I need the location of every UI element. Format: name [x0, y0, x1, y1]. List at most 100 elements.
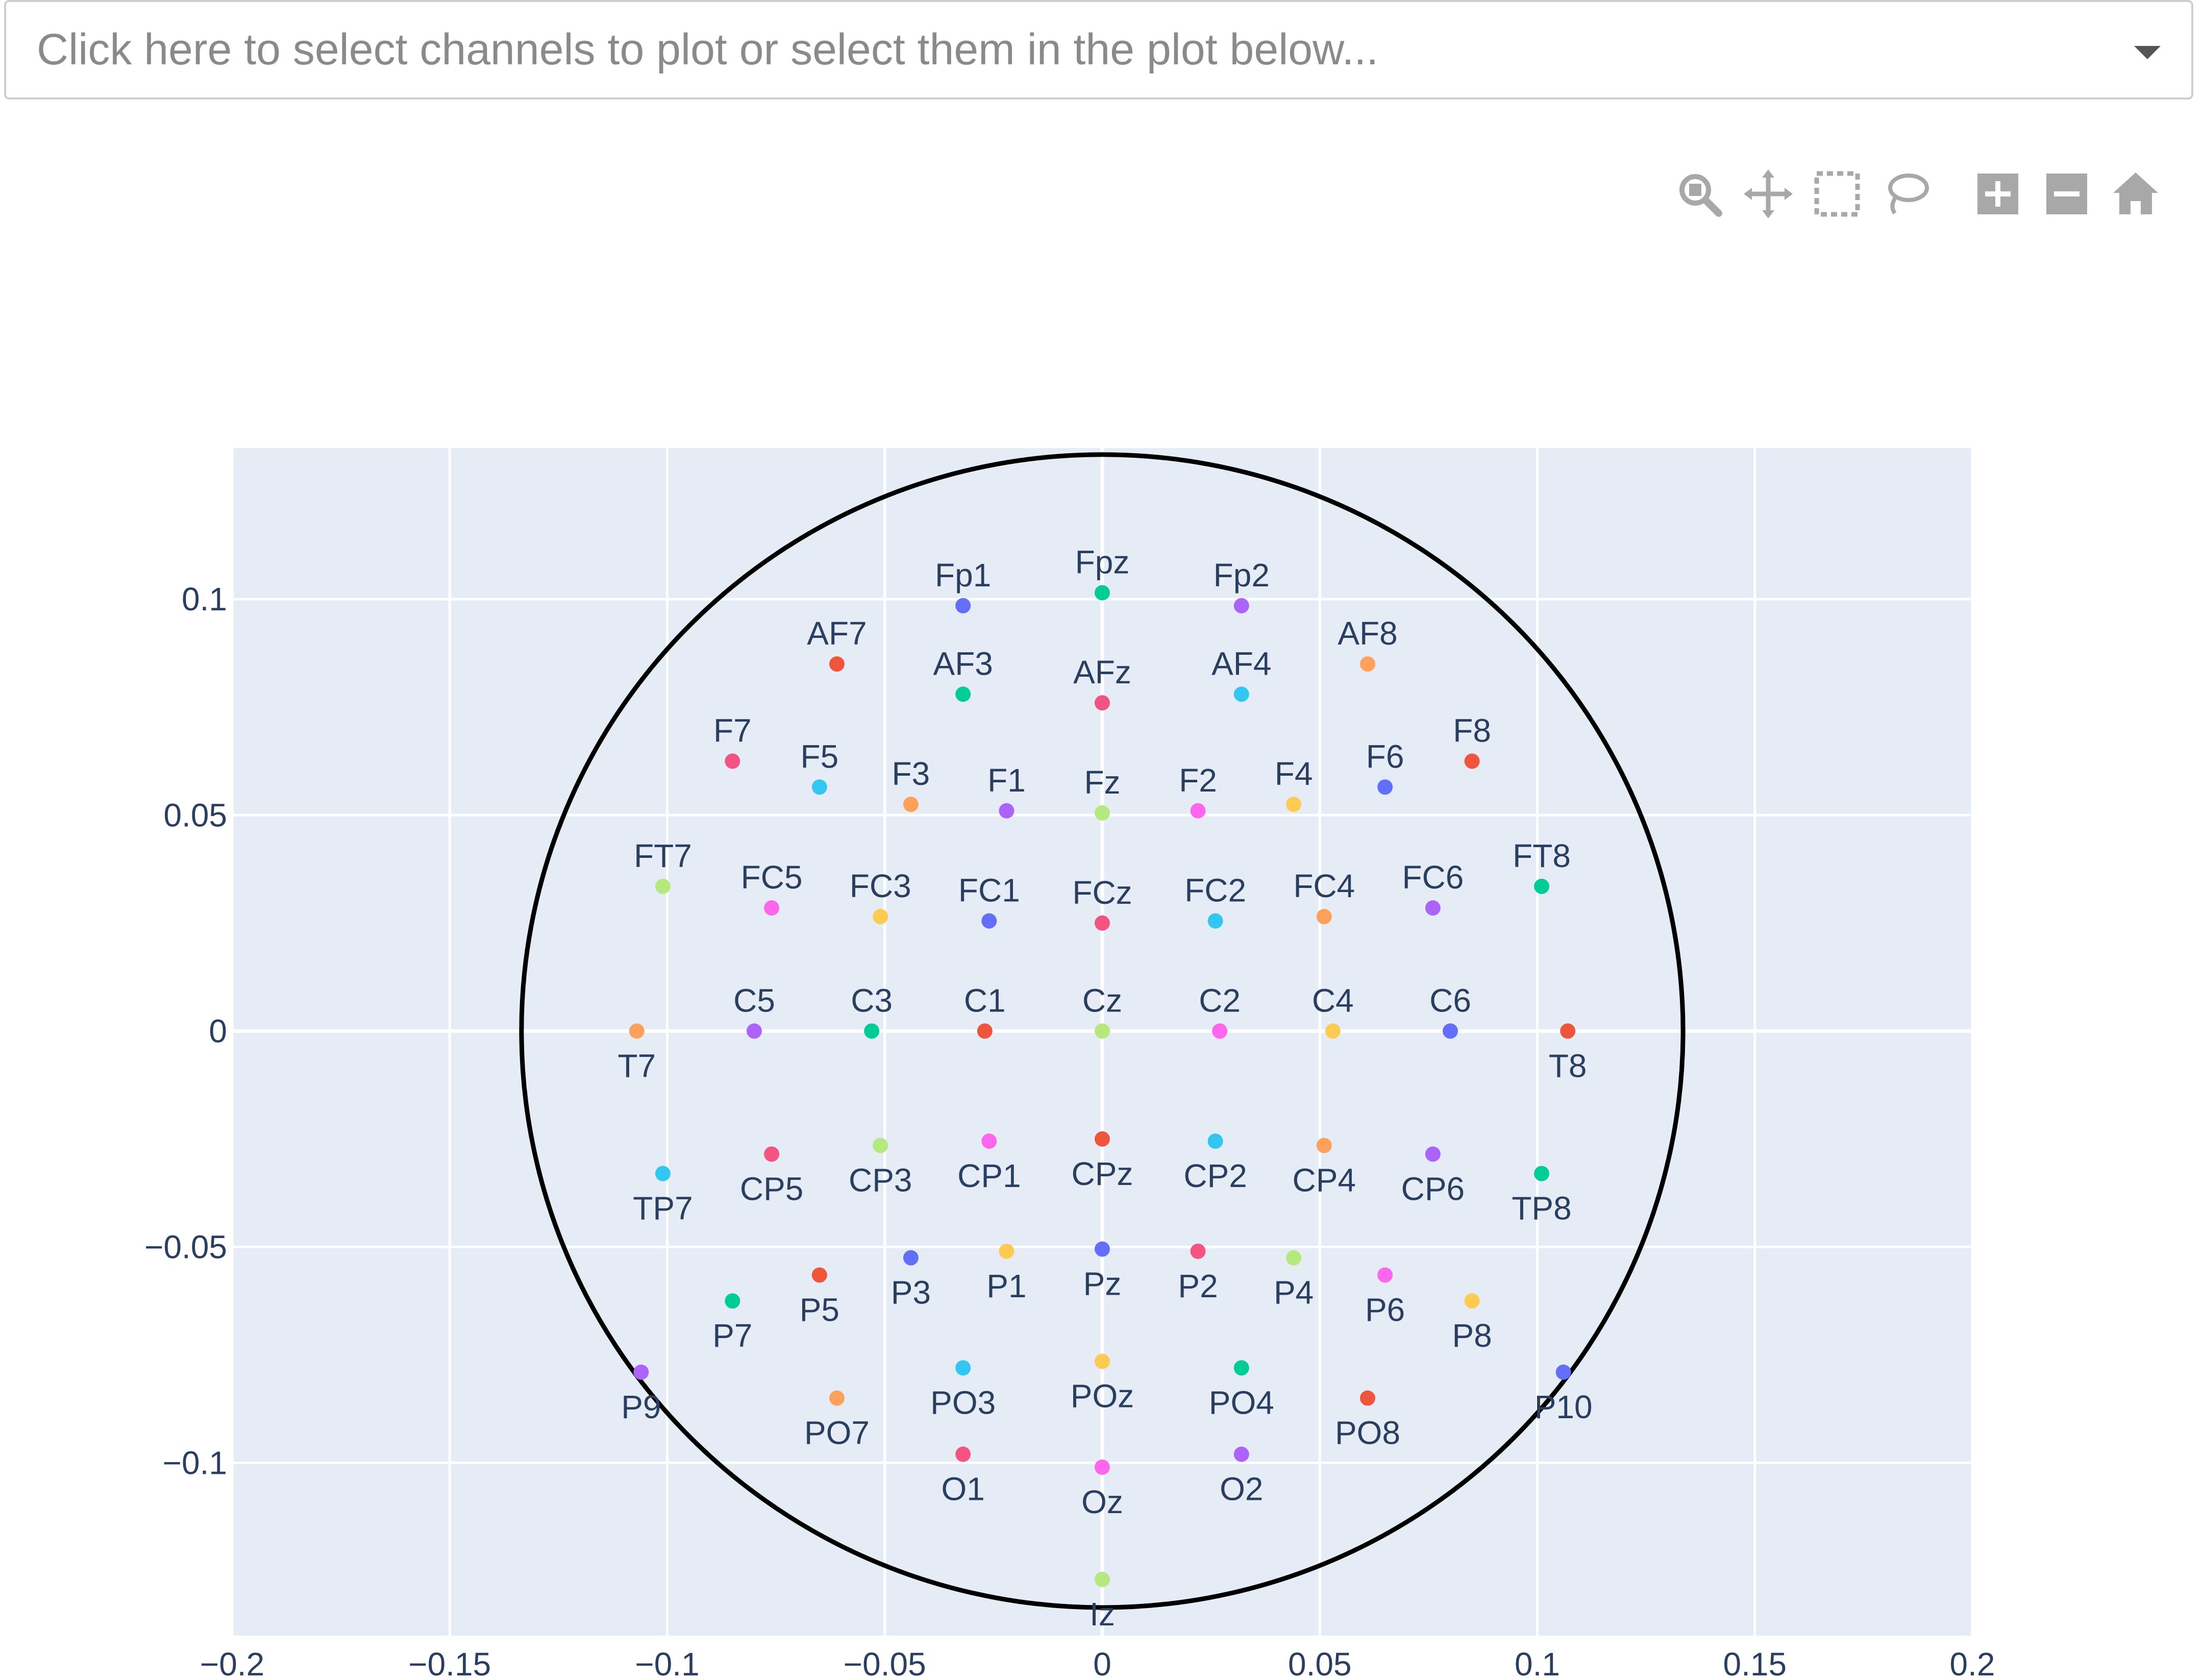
channel-label-ft7: FT7	[634, 837, 692, 874]
channel-marker-cpz	[1095, 1131, 1110, 1147]
channel-marker-p2	[1190, 1243, 1206, 1259]
channel-marker-tp8	[1534, 1166, 1550, 1181]
channel-label-cp6: CP6	[1401, 1171, 1465, 1207]
head-outline-circle	[519, 452, 1686, 1610]
channel-marker-c5	[747, 1023, 762, 1039]
channel-marker-c4	[1325, 1023, 1341, 1039]
channel-label-fc3: FC3	[850, 868, 911, 904]
channel-label-f2: F2	[1179, 762, 1217, 799]
channel-label-f4: F4	[1275, 755, 1313, 792]
channel-marker-ft7	[655, 878, 671, 894]
plot-modebar	[1674, 168, 2158, 225]
channel-label-fp2: Fp2	[1214, 557, 1270, 594]
channel-select-placeholder: Click here to select channels to plot or…	[37, 25, 1379, 74]
channel-marker-af7	[829, 656, 845, 672]
channel-label-c6: C6	[1429, 982, 1471, 1019]
channel-label-cz: Cz	[1082, 982, 1122, 1019]
reset-axes-home-icon[interactable]	[2110, 168, 2161, 219]
channel-label-f5: F5	[801, 738, 839, 775]
channel-marker-f3	[903, 797, 919, 812]
channel-label-c4: C4	[1312, 982, 1354, 1019]
channel-label-af8: AF8	[1338, 615, 1397, 652]
channel-marker-fp1	[955, 598, 971, 613]
channel-marker-o1	[955, 1446, 971, 1462]
channel-marker-c2	[1212, 1023, 1228, 1039]
channel-marker-cp3	[873, 1138, 888, 1153]
channel-select-dropdown[interactable]: Click here to select channels to plot or…	[4, 0, 2193, 100]
x-tick-label: −0.15	[408, 1646, 491, 1680]
channel-marker-fz	[1095, 805, 1110, 821]
channel-marker-f5	[811, 779, 827, 795]
channel-label-c3: C3	[851, 982, 893, 1019]
zoom-in-icon[interactable]	[1972, 168, 2023, 219]
y-tick-label: 0.05	[163, 797, 227, 833]
channel-marker-p4	[1286, 1250, 1302, 1266]
channel-marker-pz	[1095, 1241, 1110, 1257]
channel-label-fc5: FC5	[741, 859, 803, 896]
channel-marker-fc3	[873, 909, 888, 925]
channel-label-pz: Pz	[1083, 1266, 1122, 1302]
channel-marker-cp4	[1316, 1138, 1332, 1153]
channel-label-poz: POz	[1071, 1378, 1134, 1415]
channel-label-po4: PO4	[1209, 1384, 1274, 1421]
channel-marker-cp1	[981, 1133, 997, 1149]
box-select-icon[interactable]	[1812, 168, 1863, 219]
channel-marker-f8	[1464, 753, 1480, 769]
channel-marker-fc5	[764, 900, 780, 916]
channel-label-fc1: FC1	[958, 872, 1020, 909]
channel-marker-p10	[1555, 1364, 1571, 1380]
channel-marker-p7	[725, 1293, 740, 1309]
channel-label-c1: C1	[964, 982, 1006, 1019]
channel-label-f1: F1	[987, 762, 1026, 799]
x-tick-label: 0.1	[1515, 1646, 1560, 1680]
channel-label-t7: T7	[617, 1047, 656, 1084]
zoom-icon[interactable]	[1674, 168, 1725, 219]
x-tick-label: 0.05	[1288, 1646, 1352, 1680]
channel-label-fc2: FC2	[1184, 872, 1246, 909]
channel-label-po7: PO7	[804, 1415, 870, 1451]
x-tick-label: 0	[1093, 1646, 1111, 1680]
channel-marker-cp2	[1207, 1133, 1223, 1149]
channel-marker-f2	[1190, 803, 1206, 819]
zoom-out-icon[interactable]	[2041, 168, 2092, 219]
channel-marker-cp6	[1425, 1146, 1441, 1162]
channel-label-f7: F7	[713, 712, 752, 749]
channel-marker-fc2	[1207, 913, 1223, 929]
channel-marker-c1	[977, 1023, 993, 1039]
channel-marker-po3	[955, 1360, 971, 1376]
y-tick-label: 0	[209, 1012, 227, 1049]
channel-marker-fpz	[1095, 585, 1110, 601]
chevron-down-icon[interactable]	[2134, 46, 2161, 59]
channel-marker-afz	[1095, 695, 1110, 711]
channel-label-o2: O2	[1220, 1471, 1263, 1508]
channel-label-p7: P7	[712, 1317, 752, 1354]
channel-label-p8: P8	[1452, 1317, 1492, 1354]
channel-label-po8: PO8	[1335, 1415, 1400, 1451]
channel-marker-t7	[629, 1023, 645, 1039]
channel-marker-p1	[999, 1243, 1014, 1259]
channel-label-fc4: FC4	[1293, 868, 1355, 904]
channel-label-cp1: CP1	[957, 1157, 1021, 1194]
channel-label-fpz: Fpz	[1075, 543, 1130, 580]
y-tick-label: −0.1	[163, 1445, 227, 1481]
channel-label-p1: P1	[986, 1268, 1026, 1304]
channel-marker-f1	[999, 803, 1014, 819]
channel-label-af4: AF4	[1211, 645, 1271, 682]
channel-marker-af4	[1233, 686, 1249, 702]
x-tick-label: 0.2	[1950, 1646, 1995, 1680]
channel-label-p9: P9	[621, 1389, 661, 1425]
channel-marker-po7	[829, 1390, 845, 1406]
channel-label-cp3: CP3	[849, 1162, 912, 1199]
channel-marker-o2	[1233, 1446, 1249, 1462]
channel-label-cp5: CP5	[740, 1171, 804, 1207]
channel-label-p5: P5	[800, 1291, 839, 1328]
channel-marker-p5	[811, 1267, 827, 1283]
channel-marker-ft8	[1534, 878, 1550, 894]
channel-label-f8: F8	[1453, 712, 1491, 749]
channel-marker-fc4	[1316, 909, 1332, 925]
pan-icon[interactable]	[1743, 168, 1794, 219]
lasso-select-icon[interactable]	[1880, 168, 1932, 219]
channel-label-po3: PO3	[930, 1384, 996, 1421]
channel-label-ft8: FT8	[1513, 837, 1571, 874]
